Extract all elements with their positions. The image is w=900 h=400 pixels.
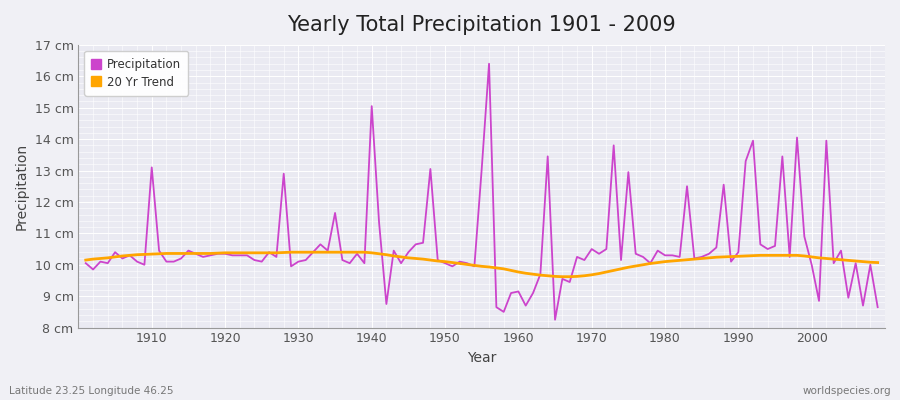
- Text: Latitude 23.25 Longitude 46.25: Latitude 23.25 Longitude 46.25: [9, 386, 174, 396]
- X-axis label: Year: Year: [467, 351, 497, 365]
- 20 Yr Trend: [352, 250, 363, 254]
- 20 Yr Trend: [557, 274, 568, 279]
- Precipitation: [616, 258, 626, 262]
- Y-axis label: Precipitation: Precipitation: [15, 143, 29, 230]
- Precipitation: [483, 61, 494, 66]
- Precipitation: [301, 258, 311, 262]
- Legend: Precipitation, 20 Yr Trend: Precipitation, 20 Yr Trend: [85, 51, 188, 96]
- Precipitation: [520, 303, 531, 308]
- 20 Yr Trend: [80, 258, 91, 262]
- 20 Yr Trend: [513, 270, 524, 274]
- 20 Yr Trend: [285, 250, 296, 254]
- Precipitation: [550, 317, 561, 322]
- Precipitation: [139, 262, 149, 267]
- Precipitation: [345, 261, 356, 266]
- Title: Yearly Total Precipitation 1901 - 2009: Yearly Total Precipitation 1901 - 2009: [287, 15, 676, 35]
- Precipitation: [513, 289, 524, 294]
- Precipitation: [80, 261, 91, 266]
- Precipitation: [872, 305, 883, 310]
- 20 Yr Trend: [139, 252, 149, 257]
- Text: worldspecies.org: worldspecies.org: [803, 386, 891, 396]
- Line: Precipitation: Precipitation: [86, 64, 878, 320]
- 20 Yr Trend: [616, 266, 626, 271]
- 20 Yr Trend: [308, 250, 319, 254]
- 20 Yr Trend: [872, 260, 883, 265]
- 20 Yr Trend: [520, 271, 531, 276]
- Line: 20 Yr Trend: 20 Yr Trend: [86, 252, 878, 277]
